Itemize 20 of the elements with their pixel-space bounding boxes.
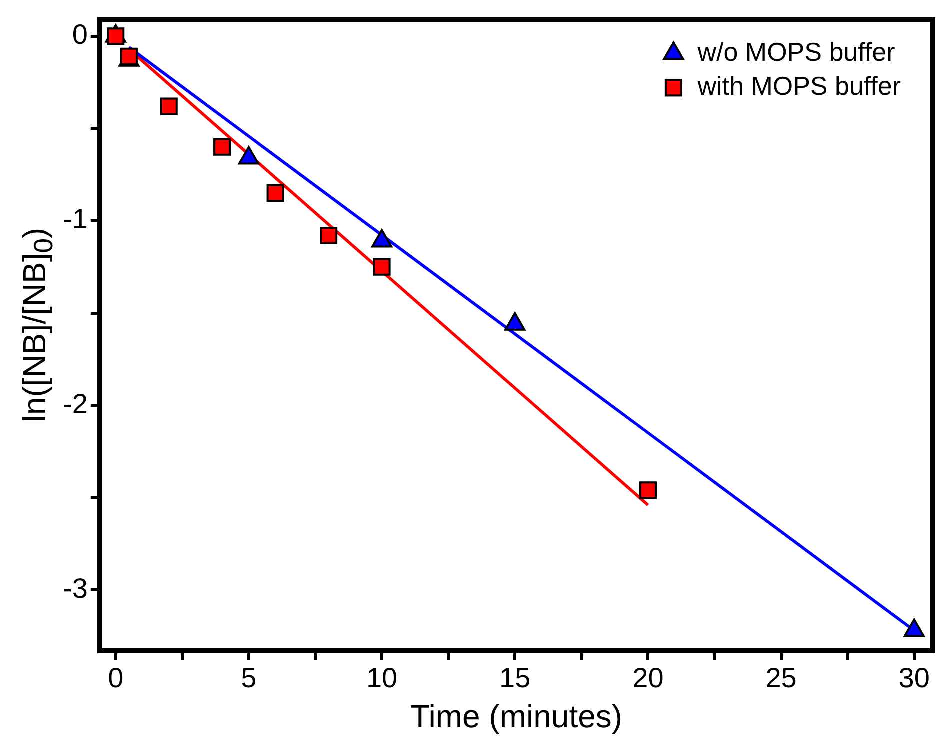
y-tick-label: -1: [62, 204, 88, 235]
point: [320, 226, 338, 245]
x-tick-label: 15: [500, 662, 531, 694]
y-tick-label: -2: [62, 388, 88, 420]
point: [160, 98, 178, 116]
x-tick-label: 20: [632, 662, 664, 694]
x-tick-label: 25: [766, 662, 797, 694]
y-tick-label: 0: [72, 19, 88, 50]
x-tick-label: 10: [366, 662, 398, 694]
legend-label: with MOPS buffer: [696, 70, 902, 101]
point: [373, 258, 391, 276]
x-axis-title: Time (minutes): [410, 698, 623, 735]
point: [904, 618, 925, 638]
x-tick-label: 30: [898, 662, 930, 694]
x-tick-label: 0: [108, 662, 124, 694]
point: [214, 138, 232, 156]
x-tick-label: 5: [241, 662, 257, 694]
legend-label: w/o MOPS buffer: [696, 36, 896, 67]
y-tick-label: -3: [62, 572, 88, 604]
point: [266, 184, 284, 202]
